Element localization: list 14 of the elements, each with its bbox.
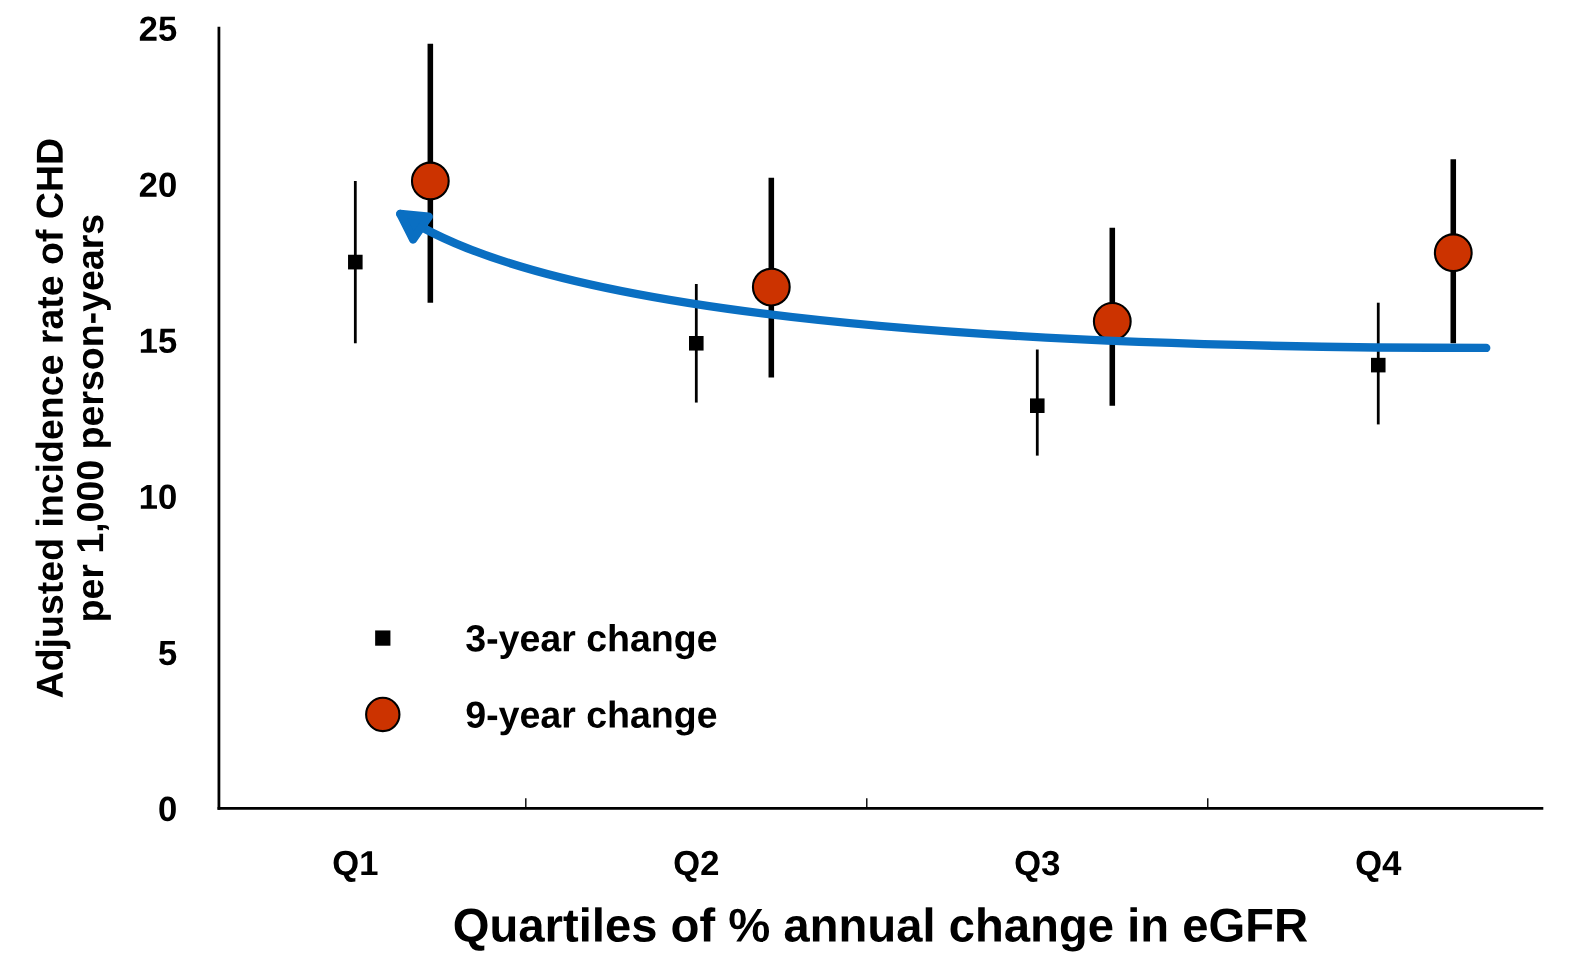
legend-label: 9-year change <box>466 700 717 736</box>
x-tick-label: Q1 <box>333 850 378 882</box>
x-tick-label: Q4 <box>1356 850 1402 882</box>
y-tick-label: 5 <box>159 640 177 666</box>
x-tick-label: Q3 <box>1015 850 1060 882</box>
legend-label: 3-year change <box>466 624 717 660</box>
y-tick-label: 20 <box>139 172 176 198</box>
x-axis-title: Quartiles of % annual change in eGFR <box>454 907 1308 952</box>
y-tick-label: 10 <box>140 484 176 510</box>
y-tick-label: 15 <box>140 328 177 354</box>
y-axis-title: Adjusted incidence rate of CHD per 1,000 person-years <box>35 139 111 698</box>
y-tick-label: 0 <box>159 796 176 822</box>
x-tick-label: Q2 <box>674 850 719 882</box>
y-tick-label: 25 <box>139 16 177 41</box>
